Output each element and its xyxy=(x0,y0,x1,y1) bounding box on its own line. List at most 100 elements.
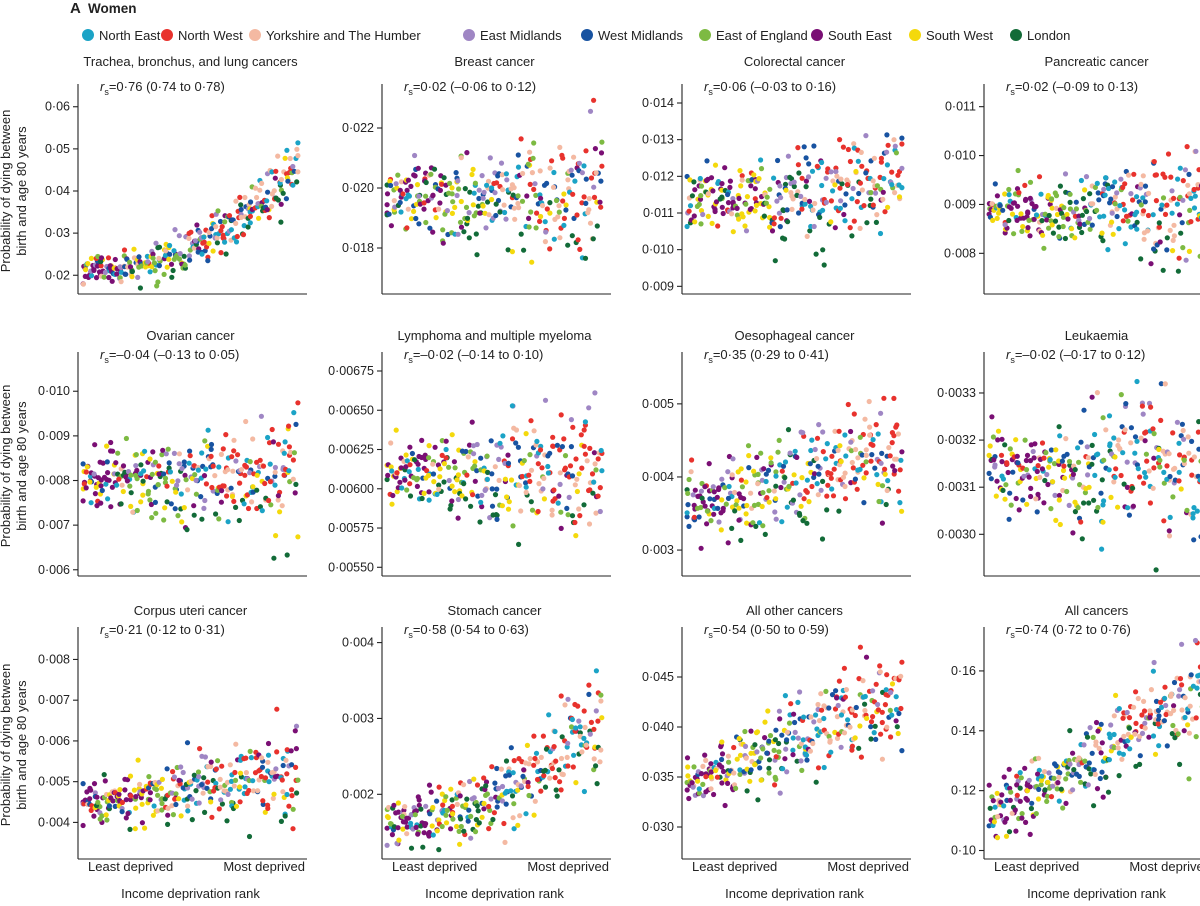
x-end-left: Least deprived xyxy=(392,859,477,874)
y-tick-label: 0·011 xyxy=(643,206,674,220)
data-point xyxy=(899,185,905,191)
data-point xyxy=(714,494,720,500)
data-point xyxy=(119,809,125,815)
data-point xyxy=(571,215,577,221)
data-point xyxy=(815,463,821,469)
data-point xyxy=(1144,458,1150,464)
data-point xyxy=(88,787,94,793)
data-point xyxy=(818,691,824,697)
data-point xyxy=(880,196,886,202)
x-end-left: Least deprived xyxy=(692,859,777,874)
data-point xyxy=(178,491,184,497)
data-point xyxy=(885,142,891,148)
data-point xyxy=(868,196,874,202)
data-point xyxy=(166,460,172,466)
data-point xyxy=(553,197,560,204)
data-point xyxy=(1176,693,1182,699)
data-point xyxy=(992,804,998,810)
data-point xyxy=(411,457,418,463)
data-point xyxy=(499,172,505,178)
data-point xyxy=(488,796,494,802)
data-point xyxy=(861,475,867,481)
data-point xyxy=(217,776,223,783)
correlation-label: rs=0·74 (0·72 to 0·76) xyxy=(1006,622,1131,640)
data-point xyxy=(816,718,823,724)
data-point xyxy=(1179,421,1185,427)
data-point xyxy=(1162,211,1169,217)
data-point xyxy=(894,724,900,730)
data-point xyxy=(165,821,171,828)
data-point xyxy=(226,213,233,219)
panel-title: Pancreatic cancer xyxy=(1044,54,1149,69)
data-point xyxy=(204,785,210,792)
y-tick-label: 0·00600 xyxy=(328,482,374,496)
data-point xyxy=(185,803,191,809)
data-point xyxy=(288,449,294,455)
data-point xyxy=(838,712,845,718)
data-point xyxy=(531,812,537,818)
data-point xyxy=(689,457,695,463)
data-point xyxy=(851,411,857,417)
data-point xyxy=(885,478,891,484)
panel: Trachea, bronchus, and lung cancers0·020… xyxy=(45,54,307,295)
data-point xyxy=(769,228,776,234)
data-point xyxy=(181,459,187,465)
data-point xyxy=(1006,217,1012,224)
data-point xyxy=(483,779,490,785)
data-point xyxy=(481,775,487,781)
data-point xyxy=(511,826,517,832)
data-point xyxy=(1180,427,1186,434)
data-point xyxy=(843,687,850,693)
data-point xyxy=(267,461,273,467)
data-point xyxy=(590,490,596,496)
data-point xyxy=(510,815,516,821)
correlation-value: =–0·02 (–0·14 to 0·10) xyxy=(413,347,543,362)
data-point xyxy=(795,699,801,706)
data-point xyxy=(191,503,197,509)
data-point xyxy=(1067,761,1073,767)
data-point xyxy=(202,754,208,760)
data-point xyxy=(820,429,826,435)
data-point xyxy=(542,767,548,773)
data-point xyxy=(286,803,292,809)
data-point xyxy=(857,723,863,729)
data-point xyxy=(823,199,829,205)
data-point xyxy=(565,740,571,746)
data-point xyxy=(165,446,171,452)
points xyxy=(684,132,905,268)
data-point xyxy=(233,504,239,510)
data-point xyxy=(791,711,797,717)
data-point xyxy=(549,765,556,772)
data-point xyxy=(813,712,819,718)
data-point xyxy=(737,771,743,778)
data-point xyxy=(474,803,480,809)
y-tick-label: 0·008 xyxy=(38,652,70,666)
data-point xyxy=(1179,641,1185,647)
data-point xyxy=(428,789,434,795)
data-point xyxy=(551,236,557,242)
data-point xyxy=(83,267,89,273)
data-point xyxy=(826,705,832,711)
data-point xyxy=(484,791,490,797)
data-point xyxy=(106,274,112,281)
data-point xyxy=(513,427,520,433)
data-point xyxy=(1098,490,1104,496)
data-point xyxy=(237,799,243,805)
data-point xyxy=(185,487,191,493)
data-point xyxy=(193,491,199,497)
data-point xyxy=(758,777,764,783)
data-point xyxy=(178,813,184,819)
data-point xyxy=(875,431,881,437)
data-point xyxy=(259,508,265,514)
legend-label: Yorkshire and The Humber xyxy=(266,28,421,43)
data-point xyxy=(547,165,553,171)
data-point xyxy=(275,493,281,499)
data-point xyxy=(877,669,883,675)
data-point xyxy=(453,170,459,176)
data-point xyxy=(1153,567,1159,573)
data-point xyxy=(1035,463,1041,469)
data-point xyxy=(395,172,401,178)
data-point xyxy=(1142,183,1149,189)
data-point xyxy=(264,198,270,204)
data-point xyxy=(405,177,411,183)
